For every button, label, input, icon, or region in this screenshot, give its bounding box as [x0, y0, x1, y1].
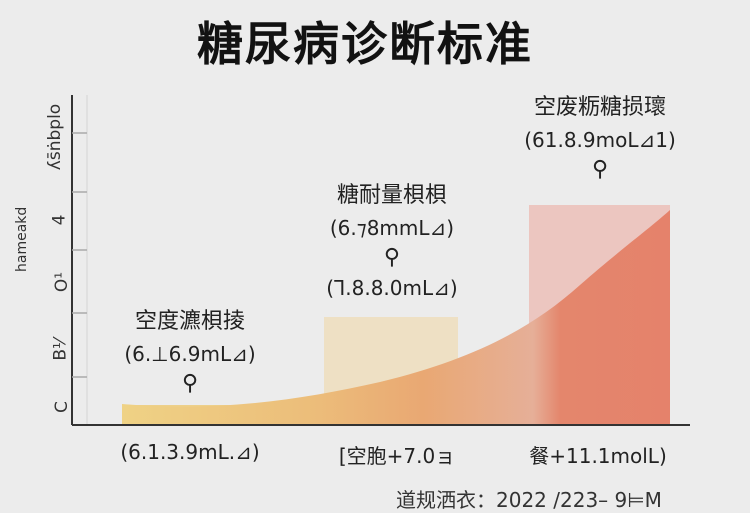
x-label-2: [空胞+7.0ョ	[338, 444, 456, 468]
bar-label-random: 空废粝糖损瓌 (61.8.9moL⊿1) ⚲	[524, 92, 676, 184]
bar-label-tolerance-value-top: (6.⁊8mmL⊿)	[329, 216, 455, 240]
marker-icon: ⚲	[591, 157, 609, 182]
bar-label-tolerance-title: 糖耐量梖梖	[336, 183, 448, 208]
x-label-3: 餐+11.1molL)	[529, 444, 667, 468]
x-label-1: (6.1.3.9mL.⊿)	[120, 440, 260, 464]
marker-icon: ⚲	[181, 371, 199, 396]
bar-label-tolerance: 糖耐量梖梖 (6.⁊8mmL⊿) ⚲ (Ꞁ.8.8.0mL⊿)	[326, 180, 457, 304]
marker-icon: ⚲	[383, 245, 401, 270]
bar-label-tolerance-value: (Ꞁ.8.8.0mL⊿)	[326, 276, 458, 300]
chart-canvas	[71, 95, 690, 426]
chart-title: 糖尿病诊断标准	[197, 17, 533, 71]
bar-label-fasting-value: (6.⊥6.9mL⊿)	[124, 342, 256, 366]
bar-label-fasting-title: 空度瀌梖掕	[134, 309, 245, 334]
bar-label-random-value: (61.8.9moL⊿1)	[524, 128, 676, 152]
bar-label-random-title: 空废粝糖损瓌	[533, 95, 666, 120]
trend-curve-area	[122, 210, 670, 425]
bar-label-fasting: 空度瀌梖掕 (6.⊥6.9mL⊿) ⚲	[124, 306, 255, 398]
y-axis	[71, 95, 88, 425]
source-footnote: 道规洒衣：2022 /223– 9⊨M	[396, 488, 662, 512]
